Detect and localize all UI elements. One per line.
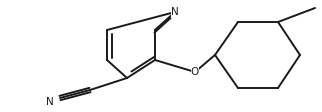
Text: O: O [191, 67, 199, 77]
Text: N: N [46, 97, 54, 107]
Text: N: N [171, 7, 179, 17]
